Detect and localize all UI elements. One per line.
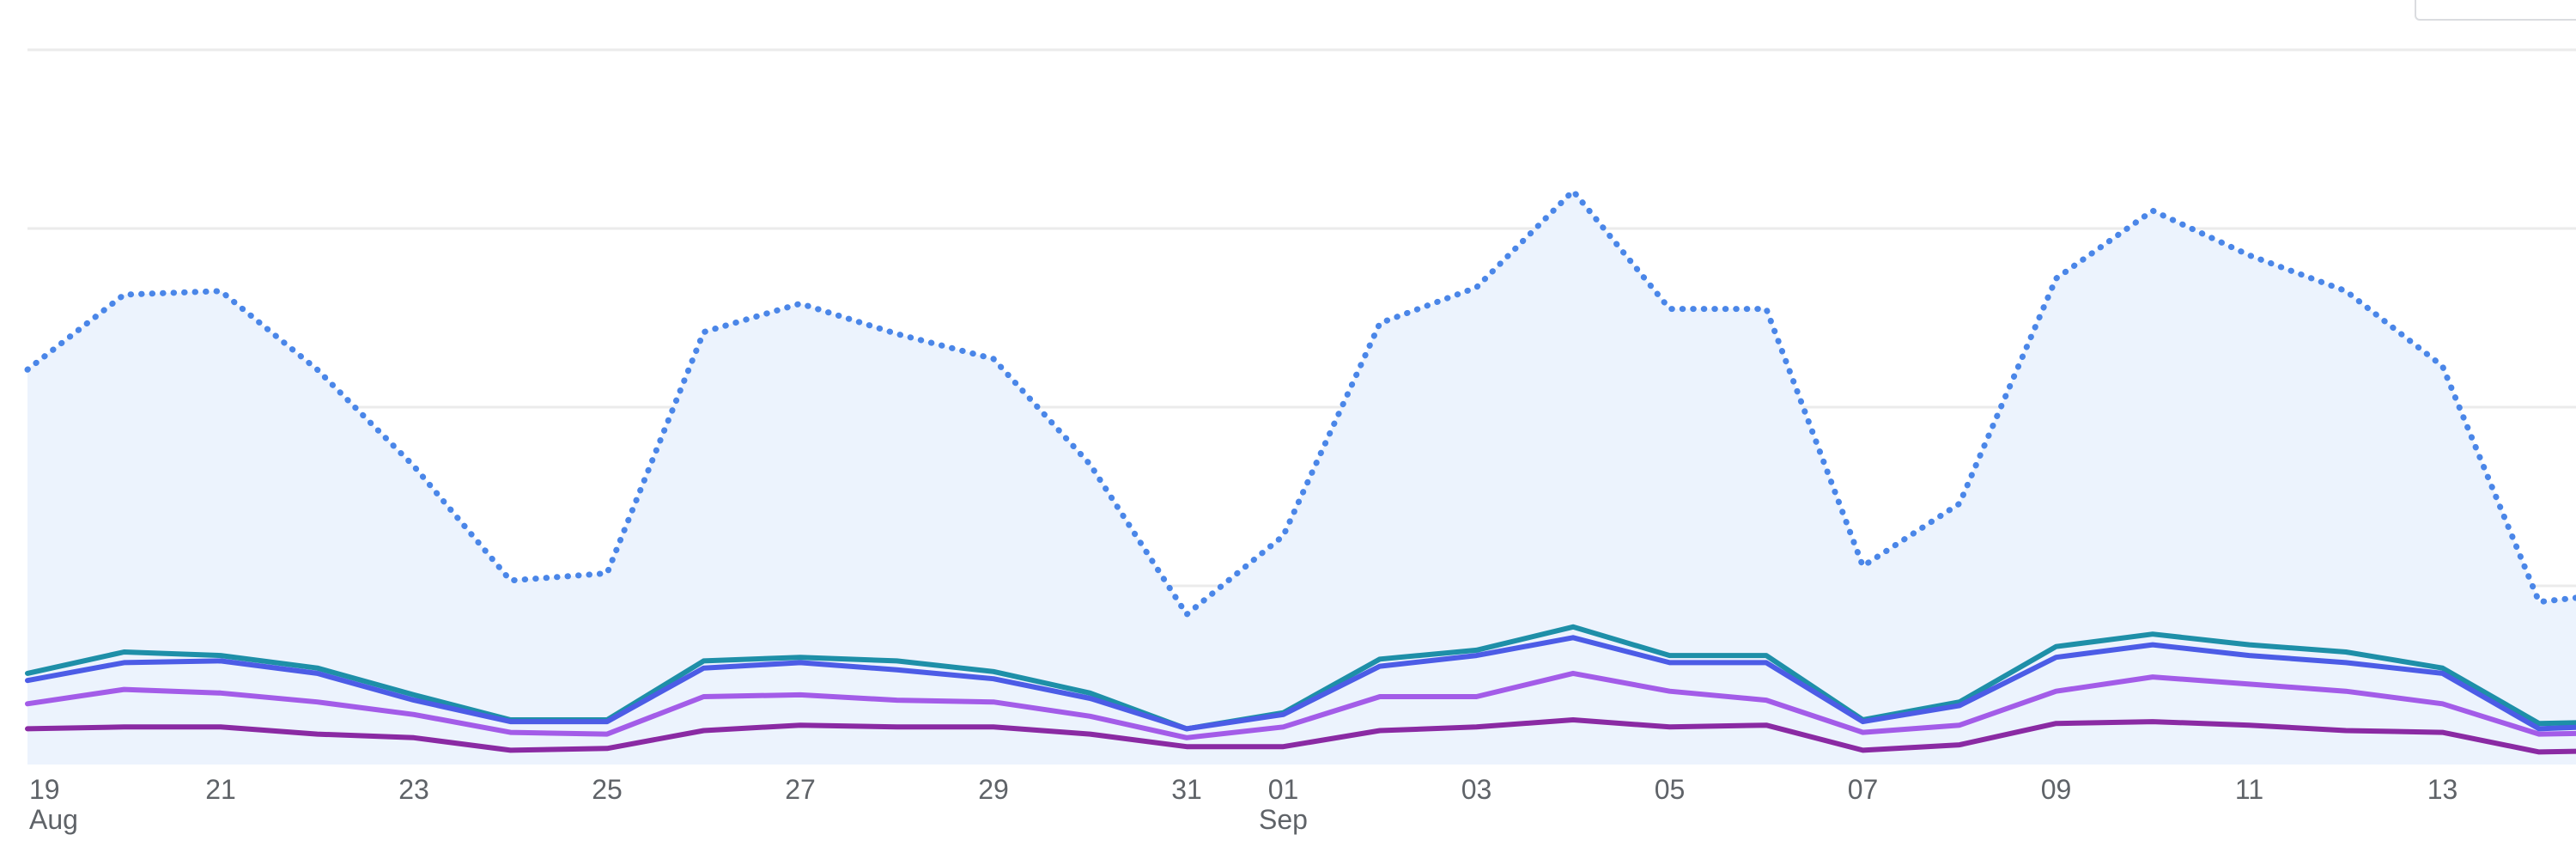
x-tick-label: 21 [205, 774, 236, 805]
x-tick-sublabel: Aug [29, 804, 78, 835]
x-tick-label: 31 [1171, 774, 1202, 805]
x-tick-label: 11 [2235, 774, 2263, 805]
x-tick-sublabel: Sep [1259, 804, 1308, 835]
series-line-1 [24, 187, 2576, 618]
area-fill-layer [27, 191, 2576, 765]
x-tick-label: 01 [1268, 774, 1299, 805]
chart-menu-button[interactable] [2415, 0, 2576, 21]
series-layer [24, 187, 2576, 755]
x-tick-label: 13 [2427, 774, 2458, 805]
x-tick-label: 23 [398, 774, 429, 805]
x-tick-label: 03 [1461, 774, 1492, 805]
x-tick-label: 19 [29, 774, 60, 805]
series-line-2 [25, 624, 2576, 732]
series-line-4 [25, 670, 2576, 740]
x-tick-label: 27 [785, 774, 816, 805]
series-line-5 [25, 717, 2576, 755]
x-tick-label: 25 [592, 774, 623, 805]
series-line-3 [25, 635, 2576, 732]
x-tick-label: 07 [1848, 774, 1879, 805]
series-area-fill [27, 191, 2576, 765]
x-tick-label: 09 [2041, 774, 2072, 805]
x-tick-label: 05 [1655, 774, 1686, 805]
x-tick-label: 29 [978, 774, 1009, 805]
